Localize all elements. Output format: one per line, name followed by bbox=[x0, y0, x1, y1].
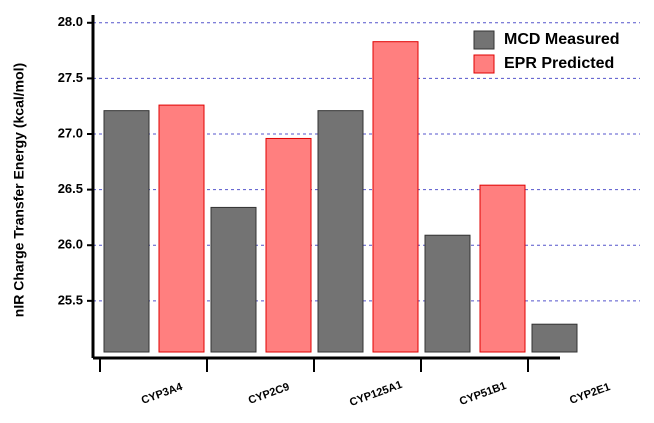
y-tick-label: 28.0 bbox=[58, 14, 83, 29]
bar bbox=[103, 110, 150, 353]
legend-label: MCD Measured bbox=[504, 31, 620, 48]
bar bbox=[317, 110, 364, 353]
x-tick-label: CYP51B1 bbox=[458, 380, 508, 408]
bar bbox=[479, 184, 526, 353]
x-tick-label: CYP3A4 bbox=[140, 381, 185, 407]
bar bbox=[372, 41, 419, 353]
legend-label: EPR Predicted bbox=[504, 55, 614, 72]
legend-swatch bbox=[473, 54, 495, 74]
bar bbox=[265, 137, 312, 353]
y-tick-label: 26.5 bbox=[58, 181, 83, 196]
x-tick-label: CYP2C9 bbox=[247, 381, 291, 407]
y-tick-label: 27.0 bbox=[58, 125, 83, 140]
bar bbox=[531, 323, 578, 353]
y-axis-label: nIR Charge Transfer Energy (kcal/mol) bbox=[11, 63, 27, 317]
bar bbox=[158, 104, 205, 353]
y-tick-label: 25.5 bbox=[58, 292, 83, 307]
legend-swatch bbox=[473, 30, 495, 50]
y-tick-label: 26.0 bbox=[58, 237, 83, 252]
y-tick-label: 27.5 bbox=[58, 70, 83, 85]
bar bbox=[424, 234, 471, 353]
x-tick-label: CYP125A1 bbox=[348, 379, 404, 409]
x-tick-label: CYP2E1 bbox=[568, 381, 612, 407]
bar bbox=[210, 206, 257, 353]
